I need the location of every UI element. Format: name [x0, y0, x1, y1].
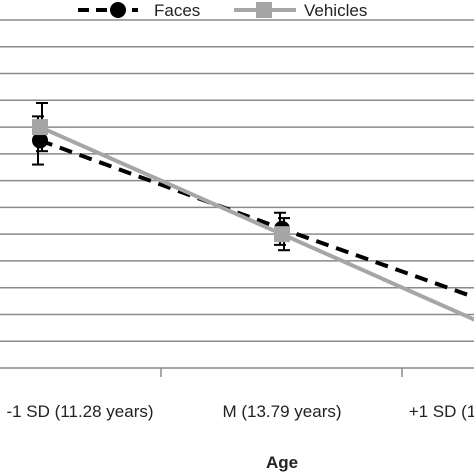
legend: Faces Vehicles: [78, 1, 367, 20]
x-tick-label-low: -1 SD (11.28 years): [6, 402, 153, 421]
data-point-vehicles: [274, 226, 290, 243]
legend-vehicles-marker: [256, 2, 272, 18]
x-tick-label-mean: M (13.79 years): [222, 402, 341, 421]
legend-item-vehicles: Vehicles: [234, 1, 367, 20]
x-tick-marks: [160, 368, 403, 377]
x-axis-title: Age: [266, 453, 298, 472]
x-tick-label-high: +1 SD (16.30 years): [409, 402, 474, 421]
data-point-faces: [32, 132, 48, 149]
legend-item-faces: Faces: [78, 1, 200, 20]
legend-vehicles-label: Vehicles: [304, 1, 367, 20]
gridlines: [0, 19, 474, 342]
data-point-vehicles: [32, 119, 48, 136]
legend-faces-marker: [110, 2, 126, 18]
legend-faces-label: Faces: [154, 1, 200, 20]
series-layer: [32, 101, 474, 322]
